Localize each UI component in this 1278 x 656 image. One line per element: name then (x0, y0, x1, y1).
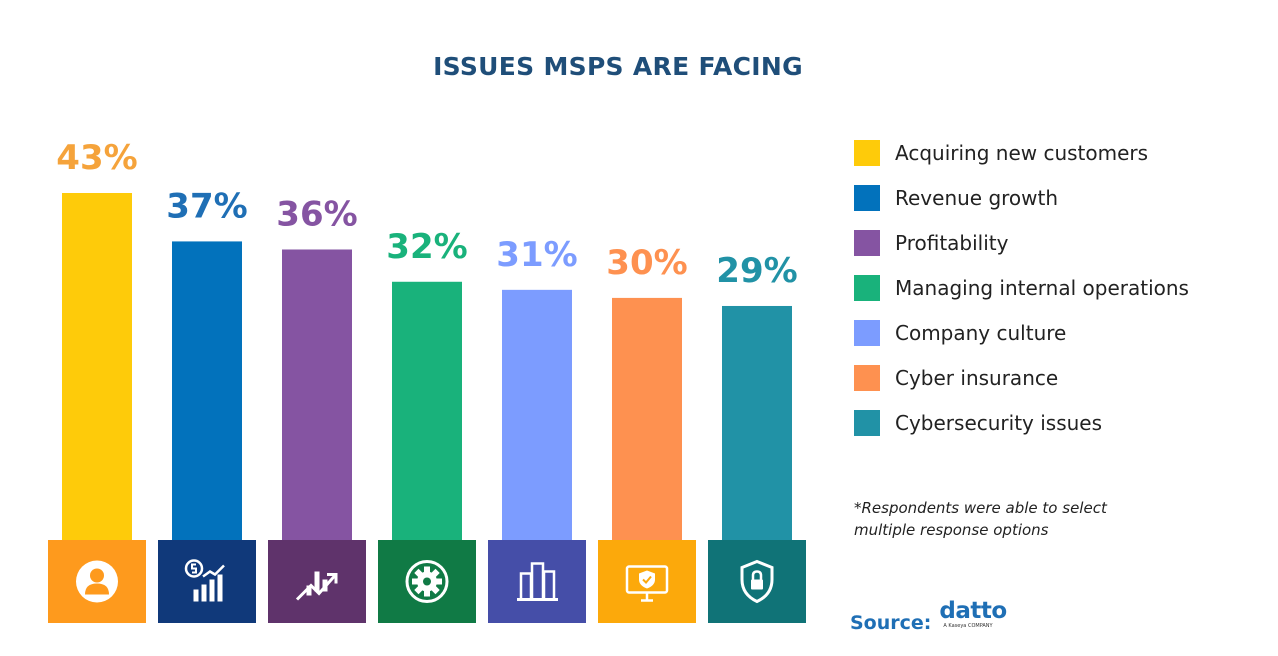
bar-value-label: 36% (276, 194, 357, 234)
legend-label: Managing internal operations (895, 275, 1189, 300)
bar-value-label: 43% (56, 138, 137, 178)
source-credit: Source: datto A Kaseya COMPANY (850, 598, 1007, 634)
bar-value-label: 37% (166, 186, 247, 226)
legend-item: Cyber insurance (854, 355, 1189, 400)
legend-label: Company culture (895, 320, 1067, 345)
monitor-shield-icon (625, 565, 669, 602)
icon-check (642, 575, 652, 584)
bar (62, 193, 132, 540)
shield-lock-icon (740, 559, 774, 604)
icon-tooth (424, 566, 430, 574)
icon-shield (639, 570, 655, 589)
office-buildings-icon (517, 562, 558, 601)
icon-cycle (405, 560, 449, 603)
legend-swatch (854, 274, 880, 301)
legend-label: Cyber insurance (895, 365, 1059, 390)
footnote: *Respondents were able to select multipl… (854, 499, 1107, 539)
icon-tile (488, 540, 586, 623)
bar (172, 241, 242, 540)
bar-value-label: 32% (386, 227, 467, 267)
legend-swatch (854, 229, 880, 256)
icon-hub (423, 577, 431, 586)
icon-tooth (424, 589, 430, 597)
bar (502, 289, 572, 540)
gear-cycle-icon (405, 560, 449, 603)
icon-coin (184, 559, 204, 578)
datto-logo-tagline: A Kaseya COMPANY (943, 623, 993, 629)
legend-swatch (854, 139, 880, 166)
legend-item: Revenue growth (854, 175, 1189, 220)
icon-bar (306, 585, 312, 596)
icon-shield (740, 559, 774, 604)
bar-value-label: 29% (716, 251, 797, 291)
icon-bar (217, 574, 223, 602)
legend-label: Profitability (895, 230, 1009, 255)
legend-item: Company culture (854, 310, 1189, 355)
datto-logo: datto A Kaseya COMPANY (939, 598, 1007, 634)
bar (392, 281, 462, 540)
icon-trend (295, 574, 337, 601)
legend-item: Profitability (854, 220, 1189, 265)
icon-head (90, 568, 104, 583)
icon-trend (202, 564, 225, 578)
revenue-chart-icon (184, 559, 225, 602)
bar (612, 297, 682, 540)
legend-item: Cybersecurity issues (854, 400, 1189, 445)
datto-logo-word: datto (939, 598, 1007, 624)
legend-label: Revenue growth (895, 185, 1059, 210)
icon-arrow (327, 573, 338, 584)
legend-label: Acquiring new customers (895, 140, 1149, 165)
icon-bar (314, 571, 320, 592)
legend: Acquiring new customers Revenue growth Pro… (854, 130, 1189, 445)
icon-tile (158, 540, 256, 623)
icon-stand (641, 592, 653, 602)
icon-bar (209, 579, 215, 602)
bar-value-label: 30% (606, 243, 687, 283)
icon-body (85, 583, 109, 595)
bar-value-label: 31% (496, 235, 577, 275)
icon-bar (193, 589, 199, 602)
profit-trend-icon (295, 571, 338, 601)
legend-swatch (854, 184, 880, 211)
user-icon (76, 560, 118, 603)
legend-swatch (854, 409, 880, 436)
source-label: Source: (850, 612, 932, 634)
legend-label: Cybersecurity issues (895, 410, 1103, 435)
icon-bar (201, 584, 207, 602)
icon-lock-shackle (751, 570, 763, 580)
legend-swatch (854, 319, 880, 346)
bar (722, 305, 792, 540)
icon-lock-body (751, 579, 763, 590)
icon-dollar (191, 563, 197, 574)
chart-title: ISSUES MSPS ARE FACING (433, 52, 803, 81)
bar (282, 249, 352, 540)
legend-swatch (854, 364, 880, 391)
legend-item: Acquiring new customers (854, 130, 1189, 175)
bar-chart: 43% 37% 36% 32% 31% 30% 29% (48, 138, 806, 623)
legend-item: Managing internal operations (854, 265, 1189, 310)
